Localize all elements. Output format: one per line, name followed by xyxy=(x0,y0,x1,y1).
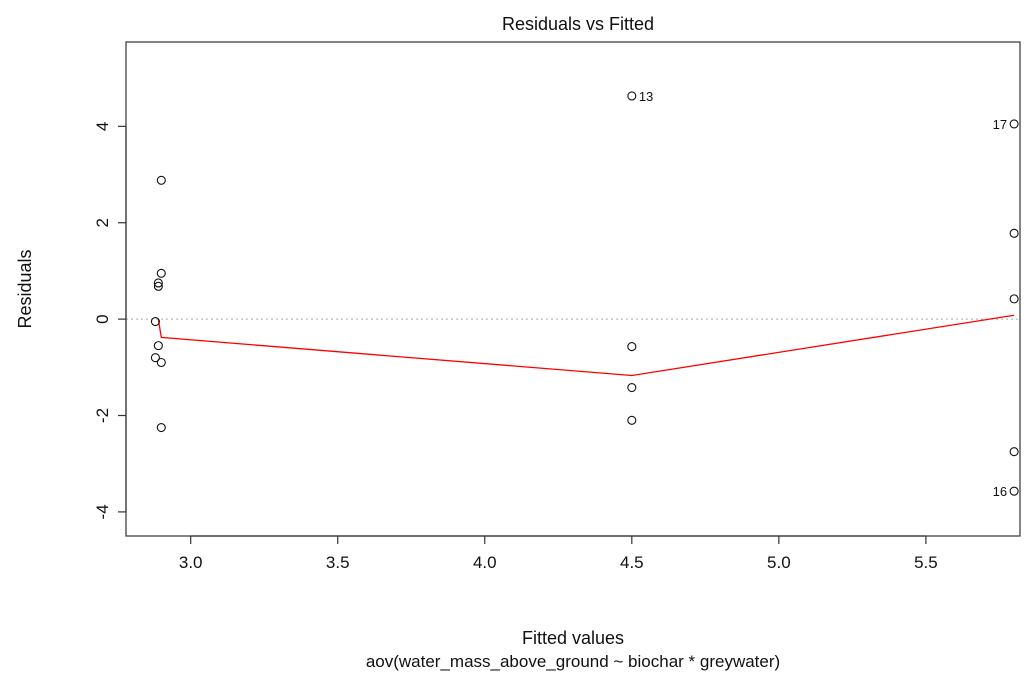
x-tick-label: 3.5 xyxy=(326,553,350,572)
data-point xyxy=(153,281,163,291)
x-tick-label: 4.5 xyxy=(620,553,644,572)
data-point xyxy=(1009,294,1019,304)
y-tick-label: 4 xyxy=(93,122,112,131)
data-point xyxy=(150,316,160,327)
x-tick-label: 5.0 xyxy=(767,553,791,572)
y-tick-label: -4 xyxy=(93,504,112,519)
data-point xyxy=(156,268,166,278)
data-point xyxy=(1009,119,1019,129)
smooth-line-layer xyxy=(157,314,1015,377)
data-point xyxy=(156,175,166,185)
plot-frame xyxy=(125,41,1021,537)
x-tick-label: 5.5 xyxy=(914,553,938,572)
data-point xyxy=(627,342,637,352)
x-axis-title: Fitted values xyxy=(522,628,624,648)
data-point xyxy=(150,353,160,363)
data-point xyxy=(153,341,163,351)
data-point xyxy=(156,423,166,433)
chart-title: Residuals vs Fitted xyxy=(502,14,654,34)
point-label: 13 xyxy=(639,89,653,104)
smoothed-trend-line xyxy=(157,314,1015,377)
y-tick-label: -2 xyxy=(93,408,112,423)
point-label: 17 xyxy=(993,117,1007,132)
y-axis-title: Residuals xyxy=(15,249,35,328)
x-tick-label: 3.0 xyxy=(179,553,203,572)
chart-subtitle: aov(water_mass_above_ground ~ biochar * … xyxy=(366,652,780,671)
data-point xyxy=(156,357,166,368)
y-tick-label: 2 xyxy=(93,218,112,227)
point-labels-layer: 13 17 16 xyxy=(639,89,1007,499)
points-layer xyxy=(150,91,1019,496)
data-point xyxy=(1009,447,1019,457)
point-label: 16 xyxy=(993,484,1007,499)
y-tick-label: 0 xyxy=(93,314,112,323)
x-axis: 3.0 3.5 4.0 4.5 5.0 5.5 xyxy=(179,535,938,572)
data-point xyxy=(1009,486,1019,496)
data-point xyxy=(627,383,637,393)
x-tick-label: 4.0 xyxy=(473,553,497,572)
data-point xyxy=(153,278,163,288)
data-point xyxy=(627,415,637,425)
data-point xyxy=(627,91,637,101)
y-axis: -4 -2 0 2 4 xyxy=(93,122,127,519)
data-point xyxy=(1009,228,1019,238)
